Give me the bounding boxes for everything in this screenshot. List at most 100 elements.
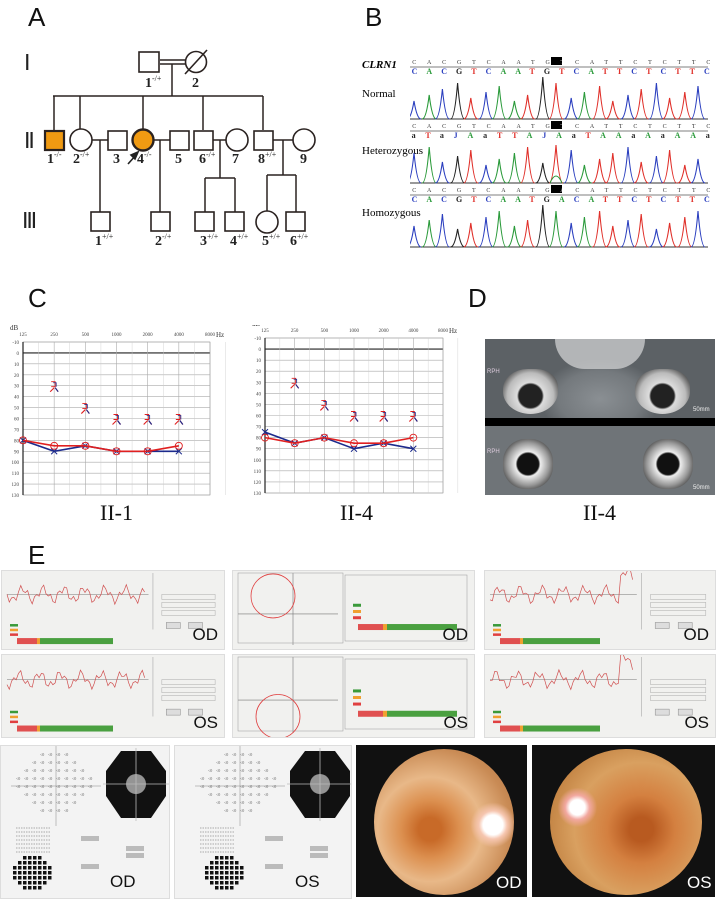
reset-button xyxy=(188,708,203,716)
svg-text:<0: <0 xyxy=(48,800,52,805)
trace-peak xyxy=(690,85,706,120)
y-tick-label: 120 xyxy=(12,483,20,488)
svg-text:<0: <0 xyxy=(88,784,92,789)
trace-peak xyxy=(507,100,522,120)
left-ear-line xyxy=(264,431,414,450)
right-ear-marker xyxy=(112,447,121,456)
pedigree-deceased-female-I-2 xyxy=(184,49,208,75)
trace-peak xyxy=(478,164,494,184)
svg-text:<0: <0 xyxy=(16,776,20,781)
erg-waveform-panel: OD xyxy=(1,570,225,650)
right-ear-line xyxy=(264,436,414,444)
trace-peak xyxy=(548,210,564,248)
ct-scan-image: RPH RPH 50mm 50mm xyxy=(485,339,715,495)
noise-circle xyxy=(250,573,296,619)
trace-peak xyxy=(549,175,563,184)
erg-eye-label: OD xyxy=(683,625,710,644)
svg-text:<0: <0 xyxy=(232,800,236,805)
svg-text:<0: <0 xyxy=(40,760,44,765)
y-tick-label: 0 xyxy=(259,348,262,353)
fundus-eye-label-od: OD xyxy=(496,873,522,892)
svg-text:<0: <0 xyxy=(40,792,44,797)
y-tick-label: 20 xyxy=(256,370,262,375)
trace-peak xyxy=(450,155,465,184)
refresh-button xyxy=(166,622,181,629)
svg-text:<0: <0 xyxy=(16,784,20,789)
svg-text:<0: <0 xyxy=(32,792,36,797)
right-ear-marker xyxy=(19,436,27,445)
ct-divider xyxy=(485,418,715,426)
individual-label: 6-/+ xyxy=(199,150,216,167)
reset-button xyxy=(188,622,203,629)
y-tick-label: 50 xyxy=(14,407,20,412)
proband-arrow xyxy=(127,150,140,165)
svg-text:<0: <0 xyxy=(216,800,220,805)
left-ear-marker xyxy=(19,437,27,444)
x-axis-unit: Hz xyxy=(449,327,457,335)
svg-text:<0: <0 xyxy=(240,800,244,805)
panel-label-b: B xyxy=(365,2,383,32)
right-ear-line xyxy=(22,439,179,453)
audiogram-caption-II-4: II-4 xyxy=(340,500,373,525)
pedigree-male-II-3 xyxy=(107,130,128,151)
y-tick-label: 100 xyxy=(12,461,20,466)
svg-text:<0: <0 xyxy=(224,776,228,781)
svg-text:<0: <0 xyxy=(48,792,52,797)
variant-highlight xyxy=(551,185,562,193)
trace-peak xyxy=(620,94,636,120)
refresh-button xyxy=(166,708,181,716)
pedigree-male-III-3 xyxy=(194,211,215,232)
svg-text:<0: <0 xyxy=(216,768,220,773)
svg-text:<0: <0 xyxy=(264,768,268,773)
svg-text:<0: <0 xyxy=(32,768,36,773)
right-ear-marker xyxy=(50,441,59,450)
ct-marker-top: RPH xyxy=(487,369,500,375)
svg-text:<0: <0 xyxy=(248,808,252,813)
y-axis-unit: dB xyxy=(252,325,261,328)
y-tick-label: 90 xyxy=(14,450,20,455)
trace-peak xyxy=(507,225,522,248)
pedigree-chart: Ⅰ Ⅱ Ⅲ 1-/+ 2 1-/- 2-/+ xyxy=(22,49,316,249)
vep-polar-plot-panel: OS xyxy=(232,654,475,738)
svg-text:<0: <0 xyxy=(256,760,260,765)
pedigree-male-II-5 xyxy=(169,130,190,151)
trace-peak xyxy=(422,94,437,120)
y-tick-label: 60 xyxy=(256,415,262,420)
trace-peak xyxy=(605,225,620,248)
individual-label: 3+/+ xyxy=(200,232,219,249)
svg-text:<0: <0 xyxy=(200,784,204,789)
svg-text:<0: <0 xyxy=(48,760,52,765)
waveform-trace xyxy=(6,583,145,606)
refresh-button xyxy=(654,622,670,629)
pedigree-male-III-1 xyxy=(90,211,111,232)
y-tick-label: 10 xyxy=(256,359,262,364)
x-tick-label: 4000 xyxy=(408,329,419,334)
svg-text:<0: <0 xyxy=(256,768,260,773)
trace-peak xyxy=(450,228,465,248)
svg-text:<0: <0 xyxy=(32,800,36,805)
trace-peak xyxy=(491,210,507,248)
bone-conduction-marker xyxy=(290,377,300,389)
trace-peak xyxy=(507,152,522,184)
svg-text:<0: <0 xyxy=(72,800,76,805)
svg-text:<0: <0 xyxy=(248,792,252,797)
svg-text:<0: <0 xyxy=(216,792,220,797)
svg-text:<0: <0 xyxy=(48,808,52,813)
svg-text:<0: <0 xyxy=(72,768,76,773)
generation-label-3: Ⅲ xyxy=(22,208,37,233)
left-ear-marker xyxy=(409,445,417,453)
trace-peak xyxy=(649,228,664,248)
y-tick-label: 100 xyxy=(254,459,262,464)
svg-text:<0: <0 xyxy=(56,760,60,765)
individual-label: 1+/+ xyxy=(95,232,114,249)
trace-peak xyxy=(563,149,579,184)
y-axis-unit: dB xyxy=(10,325,19,332)
erg-waveform-panel: OS xyxy=(484,654,716,738)
svg-text:<0: <0 xyxy=(80,776,84,781)
trace-peak xyxy=(662,97,677,120)
vep-polar-plot-panel: OD xyxy=(232,570,475,650)
svg-text:<0: <0 xyxy=(48,784,52,789)
y-tick-label: 90 xyxy=(256,448,262,453)
svg-text:<0: <0 xyxy=(248,784,252,789)
svg-text:<0: <0 xyxy=(224,808,228,813)
